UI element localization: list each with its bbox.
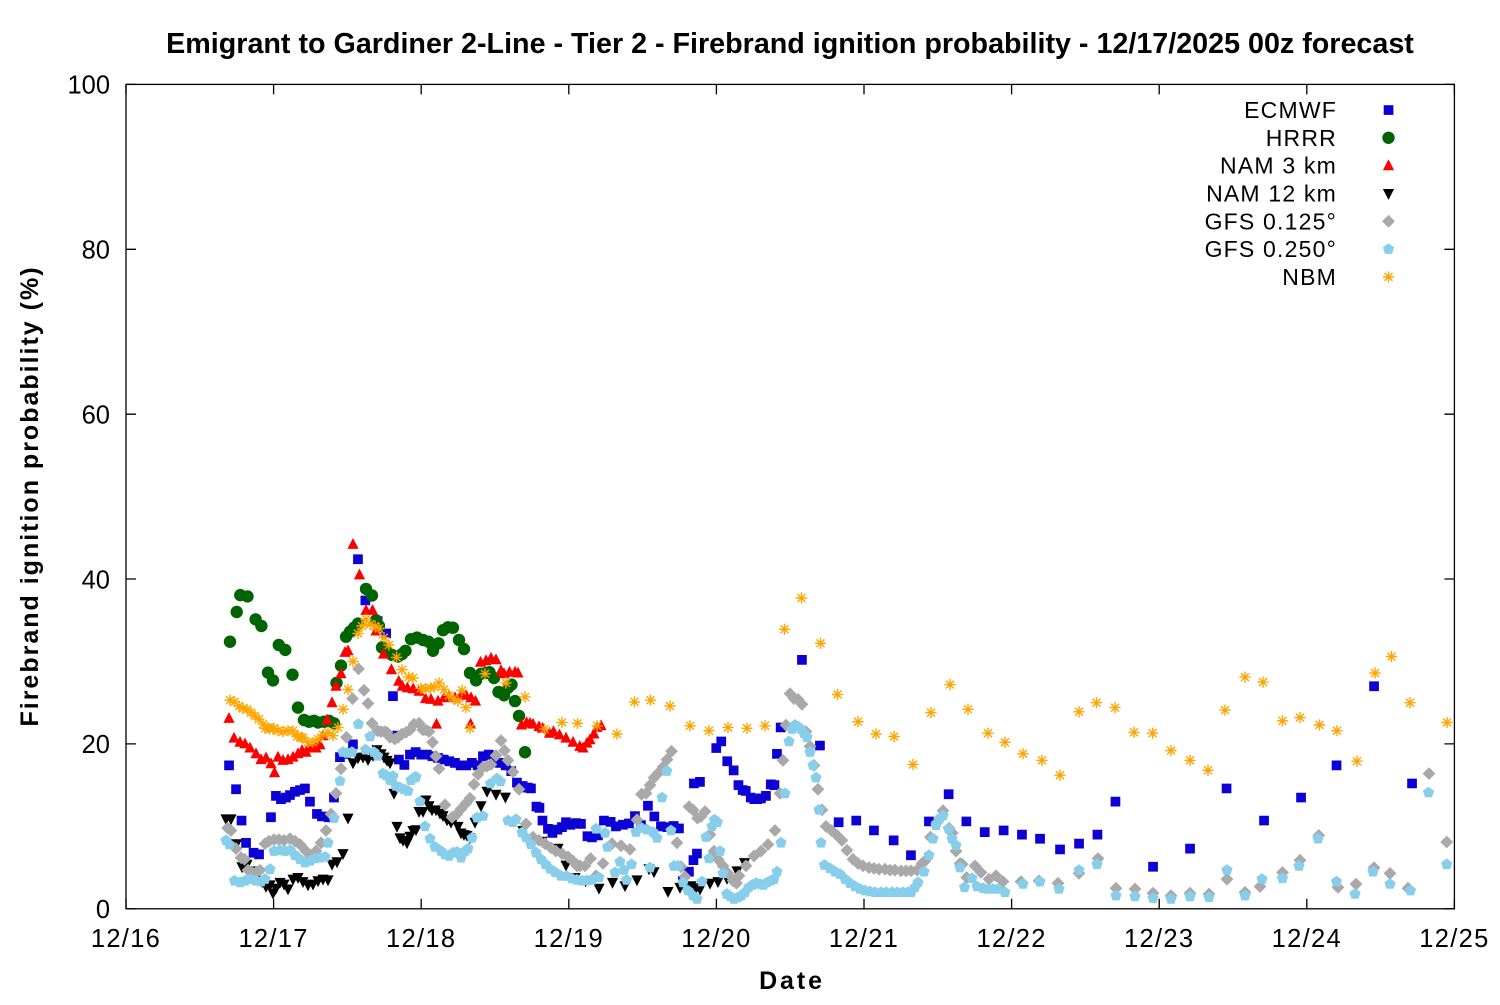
svg-text:12/21: 12/21 — [829, 925, 899, 953]
svg-text:40: 40 — [82, 566, 110, 594]
svg-text:NAM 3 km: NAM 3 km — [1220, 153, 1337, 179]
svg-text:12/24: 12/24 — [1272, 925, 1342, 953]
svg-text:12/22: 12/22 — [976, 925, 1046, 953]
svg-text:NAM 12 km: NAM 12 km — [1206, 181, 1337, 207]
svg-text:NBM: NBM — [1282, 264, 1337, 290]
svg-text:60: 60 — [82, 402, 110, 430]
svg-text:12/17: 12/17 — [238, 925, 308, 953]
svg-text:HRRR: HRRR — [1266, 125, 1337, 151]
svg-text:Firebrand ignition probability: Firebrand ignition probability (%) — [16, 265, 44, 726]
svg-text:12/19: 12/19 — [534, 925, 604, 953]
svg-text:Emigrant to Gardiner 2-Line -: Emigrant to Gardiner 2-Line - Tier 2 - F… — [166, 28, 1414, 60]
svg-text:20: 20 — [82, 731, 110, 759]
svg-text:12/18: 12/18 — [386, 925, 456, 953]
svg-text:100: 100 — [67, 72, 110, 100]
svg-text:GFS 0.250°: GFS 0.250° — [1205, 236, 1337, 262]
svg-text:GFS 0.125°: GFS 0.125° — [1205, 208, 1337, 234]
svg-text:80: 80 — [82, 237, 110, 265]
svg-text:12/23: 12/23 — [1124, 925, 1194, 953]
svg-text:Date: Date — [759, 967, 825, 995]
svg-text:12/16: 12/16 — [91, 925, 161, 953]
svg-text:0: 0 — [96, 896, 110, 924]
svg-text:ECMWF: ECMWF — [1244, 97, 1337, 123]
svg-text:12/20: 12/20 — [681, 925, 751, 953]
svg-text:12/25: 12/25 — [1419, 925, 1489, 953]
